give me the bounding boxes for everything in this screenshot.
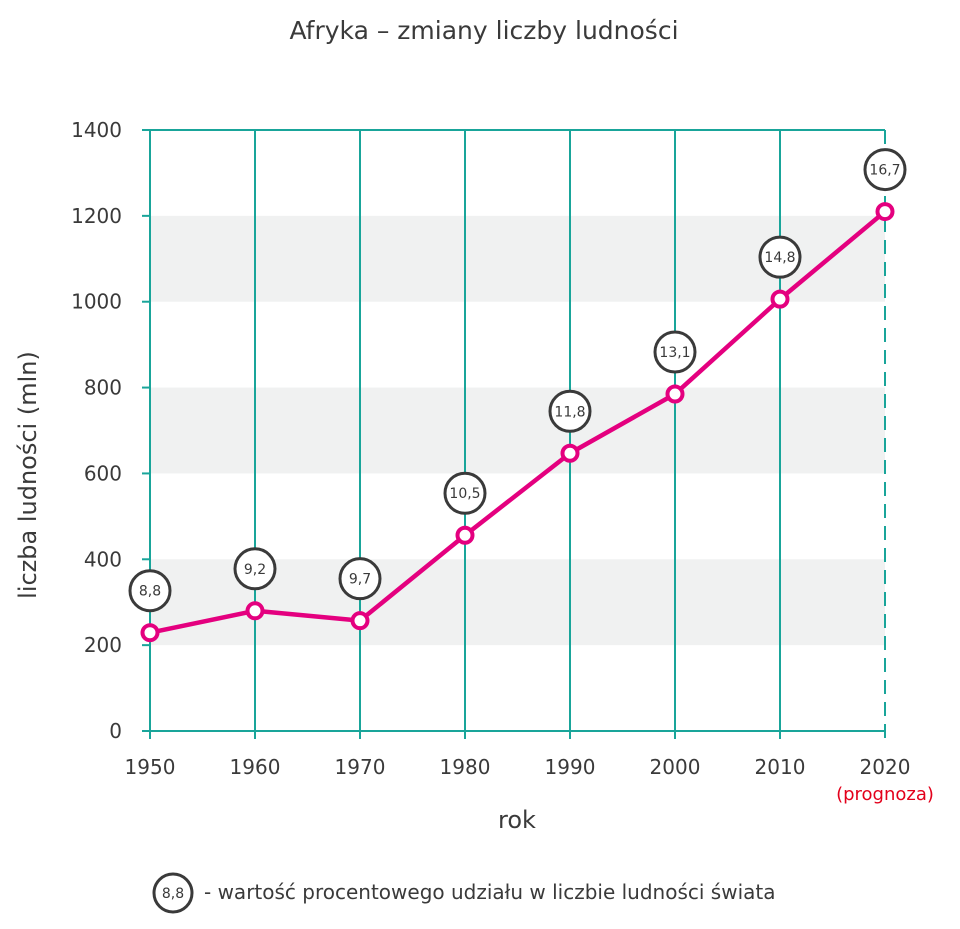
y-tick-label-400: 400	[84, 547, 122, 571]
badge-2010	[758, 235, 802, 279]
legend: 8,8 - wartość procentowego udziału w lic…	[152, 872, 775, 914]
legend-text: - wartość procentowego udziału w liczbie…	[204, 880, 775, 904]
legend-badge-text: 8,8	[162, 886, 184, 902]
y-tick-label-200: 200	[84, 633, 122, 657]
y-tick-label-0: 0	[109, 719, 122, 743]
x-axis-label: rok	[498, 806, 536, 834]
badge-label-1980: 10,5	[449, 486, 480, 502]
x-tick-label-2020: 2020	[860, 755, 911, 779]
x-tick-label-2000: 2000	[650, 755, 701, 779]
y-tick-label-1400: 1400	[71, 118, 122, 142]
series-line	[149, 209, 887, 635]
x-tick-label-1980: 1980	[440, 755, 491, 779]
x-axis-ticks: 1950 1960 1970 1980 1990 2000 2010 2020	[125, 755, 911, 779]
series	[140, 202, 895, 643]
y-tick-label-1000: 1000	[71, 290, 122, 314]
point-1960	[245, 601, 265, 621]
badge-2000	[653, 330, 697, 374]
badge-label-1950: 8,8	[139, 584, 161, 600]
badge-label-1990: 11,8	[554, 404, 585, 420]
data-labels: 8,8 9,2 9,7 10,5 11,8 13,1 14,8 16,7	[128, 148, 907, 613]
x-tick-label-1950: 1950	[125, 755, 176, 779]
grid	[149, 129, 886, 739]
badge-1960	[233, 547, 277, 591]
point-2020	[875, 202, 895, 222]
x-tick-label-2010: 2010	[755, 755, 806, 779]
x-tick-label-1970: 1970	[335, 755, 386, 779]
x-tick-label-1990: 1990	[545, 755, 596, 779]
point-2000	[665, 384, 685, 404]
badge-label-1970: 9,7	[349, 572, 371, 588]
chart-title: Afryka – zmiany liczby ludności	[289, 16, 678, 45]
badge-1990	[548, 389, 592, 433]
band-600	[150, 387, 885, 474]
y-tick-label-1200: 1200	[71, 204, 122, 228]
y-axis-ticks: 0 200 400 600 800 1000 1200 1400	[71, 118, 150, 743]
y-axis-label: liczba ludności (mln)	[14, 351, 42, 599]
point-2010	[770, 289, 790, 309]
badge-label-2020: 16,7	[869, 163, 900, 179]
forecast-note: (prognoza)	[836, 784, 934, 805]
point-1990	[560, 443, 580, 463]
badge-1980	[443, 471, 487, 515]
badge-label-1960: 9,2	[244, 562, 266, 578]
badge-label-2000: 13,1	[659, 345, 690, 361]
point-1980	[455, 525, 475, 545]
point-1970	[350, 611, 370, 631]
x-tick-label-1960: 1960	[230, 755, 281, 779]
y-tick-label-800: 800	[84, 376, 122, 400]
legend-badge	[152, 872, 194, 914]
point-1950	[140, 623, 160, 643]
badge-1950	[128, 569, 172, 613]
badge-1970	[338, 557, 382, 601]
badge-2020	[863, 148, 907, 192]
badge-label-2010: 14,8	[764, 250, 795, 266]
y-tick-label-600: 600	[84, 461, 122, 485]
